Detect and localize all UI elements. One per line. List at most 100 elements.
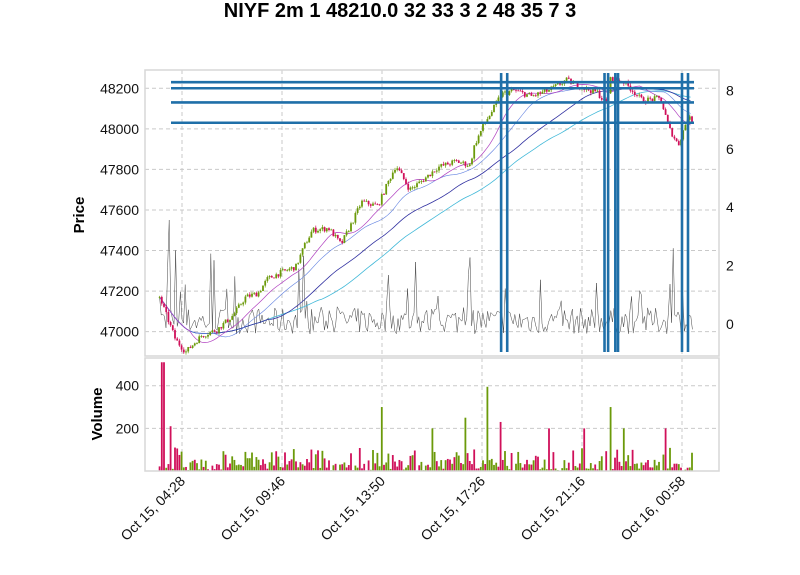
volume-bar [270, 452, 273, 471]
x-tick-label: Oct 15, 04:28 [117, 473, 188, 544]
candle-body [534, 95, 537, 97]
volume-bar [625, 461, 627, 471]
volume-bar [438, 466, 440, 471]
volume-bar [163, 362, 165, 471]
volume-bar [207, 469, 209, 471]
candle-body [255, 292, 258, 297]
candle-body [185, 351, 187, 353]
candle-body [321, 227, 324, 230]
volume-bar [378, 466, 381, 471]
candle-body [158, 296, 161, 298]
volume-bar [691, 452, 693, 471]
volume-bar [488, 460, 491, 471]
price-panel-frame [144, 69, 720, 357]
volume-bar [387, 453, 390, 471]
volume-bar [440, 460, 443, 471]
candle-body [356, 208, 359, 213]
volume-bar [385, 462, 388, 471]
candle-body [658, 96, 660, 98]
volume-y-label: Volume [89, 387, 106, 440]
volume-bar [222, 451, 225, 471]
candle-body [325, 228, 328, 232]
candle-body [576, 82, 579, 88]
volume-bar [372, 450, 374, 471]
candle-body [295, 263, 297, 271]
candle-body [191, 345, 194, 348]
candle-body [539, 92, 542, 94]
candle-body [528, 93, 531, 95]
volume-bar [510, 453, 513, 471]
volume-bar [504, 451, 506, 471]
candle-body [488, 115, 491, 120]
candle-body [468, 164, 471, 166]
volume-bar [295, 461, 297, 471]
candle-body [526, 94, 528, 97]
volume-bar [629, 466, 632, 471]
candle-body [167, 312, 170, 323]
volume-bar [332, 465, 335, 471]
volume-bar [455, 452, 458, 471]
volume-bar [444, 460, 447, 471]
volume-bar [644, 462, 647, 471]
volume-bar [477, 468, 480, 471]
volume-bar [350, 453, 352, 471]
volume-bar [323, 458, 326, 471]
candle-body [611, 77, 614, 82]
volume-bar [361, 468, 363, 471]
volume-bar [528, 464, 531, 471]
candle-body [556, 83, 559, 85]
volume-bar [543, 459, 546, 471]
volume-bar [578, 463, 581, 471]
volume-bar [374, 463, 377, 471]
candle-body [455, 160, 458, 161]
secondary-tick-label: 0 [726, 316, 734, 332]
candle-body [378, 204, 381, 206]
candle-body [387, 180, 390, 185]
candle-body [416, 183, 418, 188]
volume-bar [308, 462, 311, 471]
volume-bar [642, 465, 645, 471]
volume-bar [471, 464, 473, 471]
volume-bar [677, 464, 680, 471]
volume-bar [563, 460, 566, 471]
volume-bar [268, 462, 271, 471]
volume-bar [596, 469, 599, 471]
volume-bar [182, 467, 185, 471]
candle-body [288, 268, 291, 271]
candle-body [330, 229, 333, 231]
volume-bar [420, 461, 423, 471]
candle-body [259, 291, 262, 293]
candle-body [343, 235, 346, 243]
price-tick-label: 47200 [100, 283, 139, 299]
candle-body [598, 90, 601, 99]
volume-bar [277, 456, 280, 471]
candle-body [323, 227, 326, 232]
candle-body [231, 316, 234, 320]
candle-body [308, 237, 311, 243]
candle-body [248, 294, 251, 297]
volume-bar [424, 465, 427, 471]
secondary-tick-label: 2 [726, 258, 734, 274]
candle-body [174, 330, 176, 339]
candle-body [237, 304, 240, 308]
volume-bar [319, 467, 322, 471]
candle-body [651, 98, 654, 101]
candle-body [653, 96, 656, 101]
volume-bar [554, 468, 557, 471]
volume-bar [343, 462, 346, 471]
candle-body [306, 242, 308, 244]
candle-body [207, 334, 209, 337]
volume-bar [306, 459, 308, 471]
candle-body [567, 77, 570, 79]
candle-body [301, 248, 304, 255]
candle-body [215, 331, 218, 333]
candle-body [592, 88, 594, 93]
x-tick-label: Oct 15, 13:50 [317, 473, 388, 544]
volume-bar [328, 460, 330, 471]
secondary-tick-label: 8 [726, 82, 734, 98]
candle-body [666, 114, 669, 122]
candle-body [299, 254, 302, 263]
volume-bar [246, 458, 249, 471]
volume-bar [497, 466, 500, 471]
